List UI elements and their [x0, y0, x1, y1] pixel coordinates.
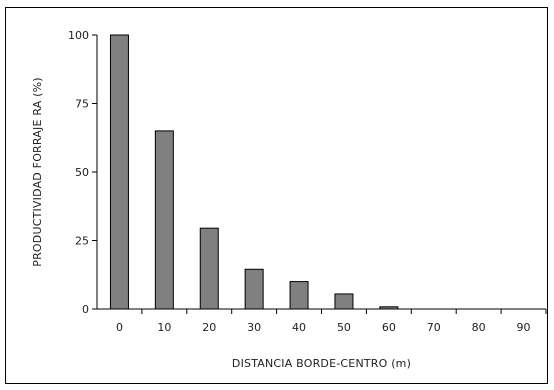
bar-30: [244, 268, 264, 310]
x-tick-label: 90: [517, 321, 531, 334]
x-tick-label: 70: [427, 321, 441, 334]
y-tick-label: 75: [75, 98, 89, 111]
x-tick-label: 80: [472, 321, 486, 334]
y-tick-label: 50: [75, 166, 89, 179]
x-tick-label: 60: [382, 321, 396, 334]
bar-20: [199, 227, 219, 310]
x-tick-labels: 0 10 20 30 40 50 60 70 80 90: [116, 309, 547, 334]
bar-50: [334, 293, 354, 310]
bars-group: [109, 34, 399, 310]
y-tick-labels: 0 25 50 75 100: [68, 29, 97, 316]
x-axis-title: DISTANCIA BORDE-CENTRO (m): [232, 357, 411, 370]
x-tick-label: 40: [292, 321, 306, 334]
y-tick-label: 100: [68, 29, 89, 42]
y-axis-title: PRODUCTIVIDAD FORRAJE RA (%): [31, 77, 44, 267]
x-tick-label: 10: [157, 321, 171, 334]
x-tick-label: 20: [202, 321, 216, 334]
bar-40: [289, 281, 309, 310]
x-tick-label: 0: [116, 321, 123, 334]
y-tick-label: 25: [75, 235, 89, 248]
x-tick-label: 50: [337, 321, 351, 334]
bar-0: [109, 34, 129, 310]
y-tick-label: 0: [82, 303, 89, 316]
x-tick-label: 30: [247, 321, 261, 334]
bar-60: [379, 306, 399, 310]
chart-frame: [5, 7, 548, 384]
bar-10: [154, 130, 174, 310]
